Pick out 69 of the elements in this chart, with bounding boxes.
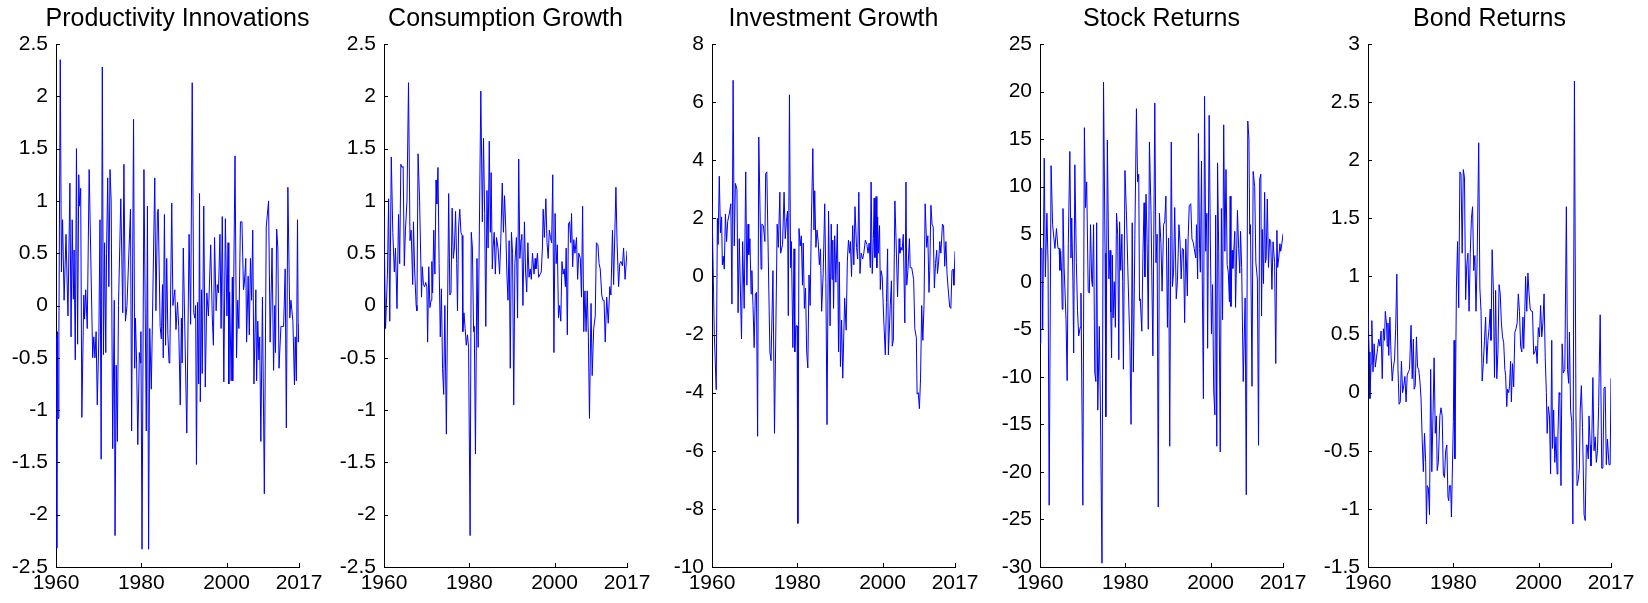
x-tick-label: 2017 (275, 570, 323, 594)
y-tick-label: 0 (1020, 268, 1032, 292)
x-tick-label: 2017 (603, 570, 651, 594)
x-tick-label: 1980 (773, 570, 821, 594)
y-tick-label: 2.5 (1330, 88, 1360, 112)
x-tick-label: 2017 (1587, 570, 1635, 594)
y-tick-label: 20 (1008, 78, 1032, 102)
y-tick-label: 2.5 (346, 30, 376, 54)
y-tick-label: 2 (364, 83, 376, 107)
y-tick-label: -2 (685, 321, 704, 345)
x-tick-label: 1980 (1101, 570, 1149, 594)
y-tick-label: -6 (685, 437, 704, 461)
y-tick-label: -1 (29, 396, 48, 420)
y-tick-label: 3 (1348, 30, 1360, 54)
y-tick-label: -1.5 (11, 449, 48, 473)
x-tick-label: 1980 (117, 570, 165, 594)
y-tick-label: -1 (357, 396, 376, 420)
x-tick-label: 2017 (1259, 570, 1307, 594)
y-tick-label: 6 (692, 88, 704, 112)
y-tick-label: -10 (1001, 363, 1032, 387)
y-tick-label: 5 (1020, 220, 1032, 244)
y-tick-label: 2.5 (18, 30, 48, 54)
y-tick-label: 2 (692, 205, 704, 229)
y-tick-label: 1 (1348, 263, 1360, 287)
y-tick-label: 4 (692, 147, 705, 171)
y-tick-label: 0.5 (18, 240, 48, 263)
y-tick-label: 0 (1348, 379, 1360, 403)
y-tick-label: -0.5 (1323, 437, 1360, 461)
x-tick-label: 2000 (859, 570, 906, 594)
y-tick-label: 0.5 (1330, 321, 1360, 345)
y-tick-label: 2 (36, 83, 48, 107)
y-tick-label: 10 (1008, 173, 1032, 197)
x-tick-label: 2017 (931, 570, 979, 594)
y-tick-label: -1.5 (339, 449, 376, 473)
y-tick-label: 0 (692, 263, 704, 287)
y-tick-label: 8 (692, 30, 704, 54)
y-tick-label: 1 (36, 187, 48, 211)
x-tick-label: 1980 (1429, 570, 1477, 594)
y-tick-label: -4 (685, 379, 705, 403)
y-tick-label: 2 (1348, 147, 1360, 171)
x-tick-label: 2000 (203, 570, 250, 594)
y-tick-label: -0.5 (339, 344, 376, 368)
y-tick-label: -1 (1341, 495, 1360, 519)
y-tick-label: 25 (1008, 30, 1032, 54)
y-tick-label: 0.5 (346, 240, 376, 263)
y-tick-label: 0 (364, 292, 376, 316)
y-tick-label: 15 (1008, 125, 1032, 149)
y-tick-label: 1.5 (346, 135, 376, 159)
y-tick-label: 1 (364, 187, 376, 211)
y-tick-label: -8 (685, 495, 704, 519)
y-tick-label: -2 (29, 501, 48, 525)
x-tick-label: 1980 (445, 570, 493, 594)
y-tick-label: 1.5 (1330, 205, 1360, 229)
chart-title: Bond Returns (1413, 2, 1566, 31)
chart-title: Consumption Growth (388, 2, 623, 31)
x-tick-label: 2000 (1515, 570, 1562, 594)
y-tick-label: -2 (357, 501, 376, 525)
y-tick-label: -20 (1001, 458, 1032, 482)
x-tick-label: 2000 (531, 570, 578, 594)
chart-title: Stock Returns (1082, 2, 1241, 31)
y-tick-label: -15 (1001, 411, 1032, 435)
chart-title: Investment Growth (728, 2, 939, 31)
y-tick-label: -25 (1001, 506, 1032, 530)
y-tick-label: -0.5 (11, 344, 48, 368)
x-tick-label: 2000 (1187, 570, 1234, 594)
y-tick-label: 0 (36, 292, 48, 316)
chart-title: Productivity Innovations (45, 2, 310, 31)
y-tick-label: -5 (1013, 316, 1032, 340)
y-tick-label: 1.5 (18, 135, 48, 159)
